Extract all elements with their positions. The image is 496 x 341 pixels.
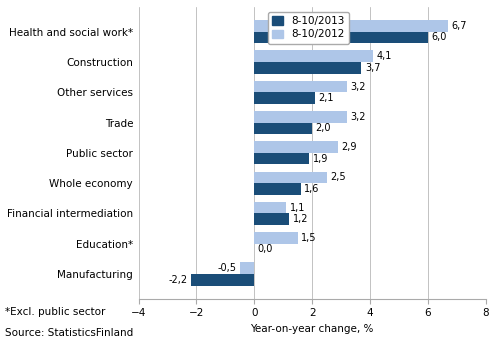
Bar (240, 263, 254, 274)
Bar (254, 81, 347, 92)
Bar (254, 202, 286, 213)
Text: 0,0: 0,0 (258, 244, 273, 254)
Text: 6,0: 6,0 (432, 32, 447, 43)
Text: 3,7: 3,7 (365, 63, 380, 73)
Text: 2,1: 2,1 (318, 93, 334, 103)
Text: 2,0: 2,0 (315, 123, 331, 133)
Text: 3,2: 3,2 (350, 81, 366, 91)
Text: -2,2: -2,2 (168, 275, 187, 285)
Bar (254, 50, 373, 62)
Bar (254, 92, 315, 104)
Text: *Excl. public sector: *Excl. public sector (5, 307, 105, 317)
Bar (254, 172, 327, 183)
Bar (254, 183, 301, 195)
Text: 1,5: 1,5 (301, 233, 316, 243)
Bar (254, 142, 338, 153)
Text: Source: StatisticsFinland: Source: StatisticsFinland (5, 328, 133, 338)
Bar (254, 153, 310, 164)
Bar (190, 274, 254, 285)
Text: 1,9: 1,9 (313, 153, 328, 164)
Bar (254, 213, 289, 225)
Text: 2,9: 2,9 (342, 142, 357, 152)
X-axis label: Year-on-year change, %: Year-on-year change, % (250, 324, 374, 334)
Bar (254, 32, 428, 43)
Text: -0,5: -0,5 (217, 263, 237, 273)
Text: 3,2: 3,2 (350, 112, 366, 122)
Bar (254, 122, 312, 134)
Text: 4,1: 4,1 (376, 51, 392, 61)
Text: 1,6: 1,6 (304, 184, 319, 194)
Legend: 8-10/2013, 8-10/2012: 8-10/2013, 8-10/2012 (268, 12, 349, 44)
Bar (254, 62, 362, 74)
Bar (254, 232, 298, 244)
Bar (254, 20, 448, 32)
Text: 1,2: 1,2 (293, 214, 308, 224)
Text: 2,5: 2,5 (330, 173, 346, 182)
Text: 6,7: 6,7 (452, 21, 467, 31)
Text: 1,1: 1,1 (290, 203, 305, 213)
Bar (254, 111, 347, 122)
